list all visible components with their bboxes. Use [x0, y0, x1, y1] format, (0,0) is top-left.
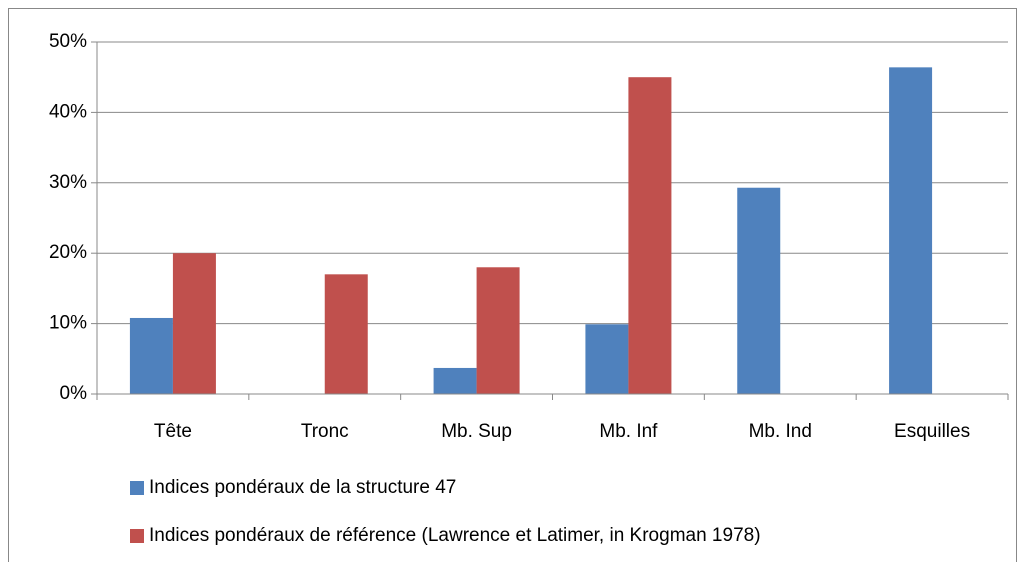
x-tick-label: Mb. Sup	[441, 421, 512, 442]
y-tick-label: 50%	[49, 31, 87, 52]
bar	[129, 317, 173, 394]
bar	[628, 77, 672, 394]
y-tick-label: 0%	[60, 383, 88, 404]
bar	[889, 67, 933, 395]
y-tick-label: 40%	[49, 101, 87, 122]
y-tick-label: 10%	[49, 313, 87, 334]
x-tick-label: Mb. Ind	[749, 421, 812, 442]
y-tick-label: 20%	[49, 242, 87, 263]
x-tick-label: Tête	[154, 421, 192, 442]
x-tick-label: Tronc	[301, 421, 349, 442]
legend-label: Indices pondéraux de référence (Lawrence…	[149, 525, 761, 546]
bar	[476, 267, 520, 394]
bar	[737, 187, 781, 394]
legend-label: Indices pondéraux de la structure 47	[149, 477, 456, 498]
y-tick-label: 30%	[49, 172, 87, 193]
bar	[172, 253, 216, 394]
x-tick-label: Esquilles	[894, 421, 970, 442]
legend-swatch	[130, 529, 144, 543]
bar	[585, 324, 629, 394]
legend-swatch	[130, 481, 144, 495]
bar	[324, 274, 368, 394]
x-tick-label: Mb. Inf	[599, 421, 658, 442]
bar	[433, 367, 477, 394]
